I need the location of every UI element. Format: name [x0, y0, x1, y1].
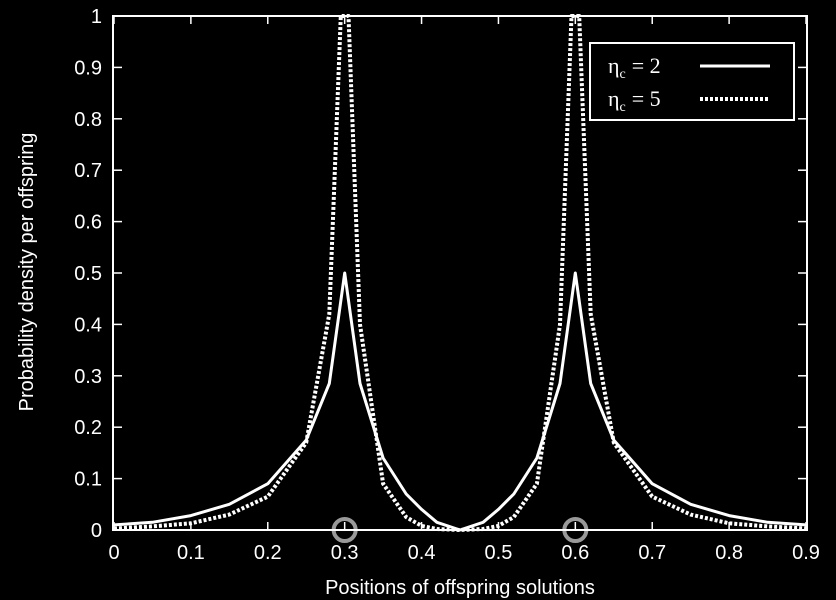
x-tick-label: 0.2 [254, 542, 282, 564]
x-tick-label: 0.9 [792, 542, 820, 564]
tick-layer: 0 0.1 0.2 0.3 0.4 0.5 0.6 0.7 0.8 0.9 0 0.1 0.2 0.3 0.… [74, 6, 820, 564]
legend-label-eta2: ηc = 2 [608, 53, 661, 82]
x-tick-label: 0.8 [715, 542, 743, 564]
legend-label-eta5: ηc = 5 [608, 86, 661, 115]
y-tick-label: 0.6 [74, 212, 102, 234]
y-tick-label: 0.9 [74, 57, 102, 79]
x-tick-label: 0 [108, 542, 119, 564]
y-tick-label: 0.5 [74, 263, 102, 285]
y-tick-label: 0.7 [74, 160, 102, 182]
legend-subscript: c [620, 100, 626, 115]
y-tick-label: 0.2 [74, 417, 102, 439]
y-tick-label: 1 [91, 6, 102, 28]
x-axis-label: Positions of offspring solutions [325, 577, 595, 599]
plot-frame [112, 15, 808, 531]
y-tick-label: 0.3 [74, 366, 102, 388]
legend-value: = 2 [632, 53, 661, 78]
y-axis-label: Probability density per offspring [16, 133, 38, 412]
legend-box [589, 42, 795, 121]
y-tick-label: 0.8 [74, 109, 102, 131]
legend-value: = 5 [632, 86, 661, 111]
legend-symbol: η [608, 53, 620, 78]
y-tick-label: 0.1 [74, 469, 102, 491]
x-tick-label: 0.7 [638, 542, 666, 564]
legend-subscript: c [620, 67, 626, 82]
x-tick-label: 0.6 [561, 542, 589, 564]
x-tick-label: 0.5 [485, 542, 513, 564]
legend-symbol: η [608, 86, 620, 111]
y-tick-label: 0 [91, 520, 102, 542]
legend: ηc = 2 ηc = 5 [589, 42, 795, 121]
y-tick-label: 0.4 [74, 314, 102, 336]
x-tick-label: 0.1 [177, 542, 205, 564]
x-tick-label: 0.3 [331, 542, 359, 564]
x-tick-label: 0.4 [408, 542, 436, 564]
